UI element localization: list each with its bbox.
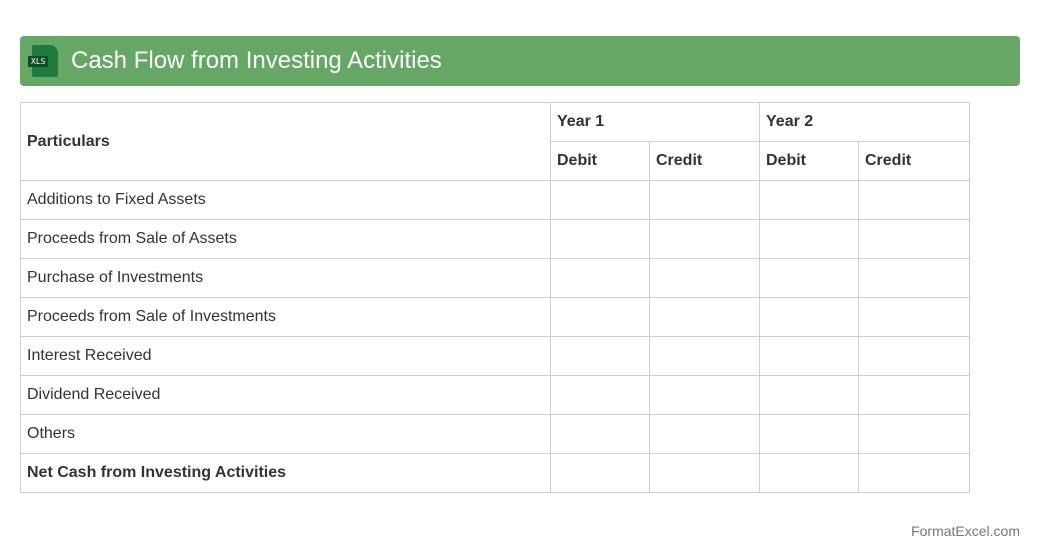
cell[interactable] — [649, 453, 760, 493]
table-row: Additions to Fixed Assets — [20, 180, 970, 220]
table-row: Dividend Received — [20, 375, 970, 415]
cell[interactable] — [858, 453, 970, 493]
cash-flow-table: Particulars Year 1 Year 2 Debit Credit D… — [20, 102, 970, 493]
cell[interactable] — [649, 375, 760, 415]
cell[interactable] — [649, 219, 760, 259]
cell[interactable] — [759, 219, 859, 259]
row-label: Additions to Fixed Assets — [20, 180, 551, 220]
cell[interactable] — [759, 258, 859, 298]
header-debit: Debit — [759, 141, 859, 181]
header-year-1: Year 1 — [550, 102, 760, 142]
cell[interactable] — [649, 180, 760, 220]
cell[interactable] — [759, 375, 859, 415]
cell[interactable] — [858, 414, 970, 454]
cell[interactable] — [858, 219, 970, 259]
cell[interactable] — [759, 453, 859, 493]
header-year-2: Year 2 — [759, 102, 970, 142]
cell[interactable] — [550, 375, 650, 415]
row-label: Net Cash from Investing Activities — [20, 453, 551, 493]
cell[interactable] — [858, 297, 970, 337]
cell[interactable] — [759, 336, 859, 376]
cell[interactable] — [649, 336, 760, 376]
cell[interactable] — [759, 414, 859, 454]
footer-brand[interactable]: FormatExcel.com — [911, 523, 1020, 539]
table-row: Purchase of Investments — [20, 258, 970, 298]
page-title: Cash Flow from Investing Activities — [71, 47, 442, 74]
title-banner: XLS Cash Flow from Investing Activities — [20, 36, 1020, 86]
xls-file-icon: XLS — [28, 45, 58, 77]
cell[interactable] — [550, 297, 650, 337]
row-label: Proceeds from Sale of Investments — [20, 297, 551, 337]
cell[interactable] — [550, 453, 650, 493]
cell[interactable] — [858, 180, 970, 220]
header-particulars: Particulars — [20, 102, 551, 181]
row-label: Purchase of Investments — [20, 258, 551, 298]
cell[interactable] — [858, 336, 970, 376]
cell[interactable] — [550, 258, 650, 298]
cell[interactable] — [858, 375, 970, 415]
cell[interactable] — [858, 258, 970, 298]
row-label: Others — [20, 414, 551, 454]
cell[interactable] — [759, 180, 859, 220]
cell[interactable] — [649, 258, 760, 298]
cell[interactable] — [550, 414, 650, 454]
cell[interactable] — [649, 297, 760, 337]
xls-label: XLS — [28, 56, 49, 67]
table-row: Proceeds from Sale of Assets — [20, 219, 970, 259]
cell[interactable] — [550, 180, 650, 220]
header-debit: Debit — [550, 141, 650, 181]
header-credit: Credit — [649, 141, 760, 181]
row-label: Dividend Received — [20, 375, 551, 415]
cell[interactable] — [759, 297, 859, 337]
table-row: Others — [20, 414, 970, 454]
table-row: Proceeds from Sale of Investments — [20, 297, 970, 337]
row-label: Interest Received — [20, 336, 551, 376]
row-label: Proceeds from Sale of Assets — [20, 219, 551, 259]
header-credit: Credit — [858, 141, 970, 181]
table-row: Interest Received — [20, 336, 970, 376]
cell[interactable] — [550, 219, 650, 259]
total-row: Net Cash from Investing Activities — [20, 453, 970, 493]
cell[interactable] — [649, 414, 760, 454]
cell[interactable] — [550, 336, 650, 376]
